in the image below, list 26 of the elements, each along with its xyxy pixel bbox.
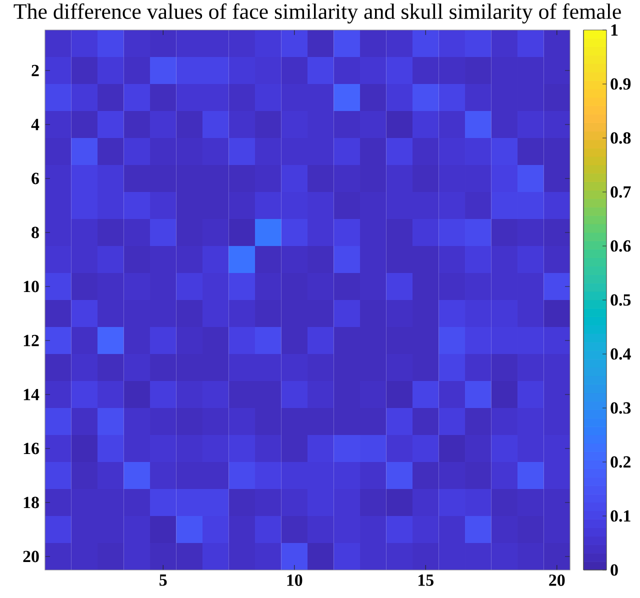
chart-title: The difference values of face similarity and skull similarity of female — [14, 3, 621, 24]
y-tick-label: 12 — [24, 334, 39, 346]
x-tick-label: 5 — [160, 574, 167, 586]
y-tick-label: 6 — [32, 172, 39, 184]
y-tick-label: 10 — [24, 280, 39, 292]
color-bar-label: 0.3 — [610, 402, 631, 414]
color-bar-label: 0.8 — [610, 132, 631, 144]
x-tick-label: 15 — [418, 574, 434, 586]
y-tick-label: 16 — [24, 442, 39, 454]
color-bar-label: 1 — [611, 24, 618, 36]
color-bar-label: 0.2 — [610, 456, 630, 468]
color-bar-label: 0.9 — [610, 78, 631, 90]
color-bar-label: 0.6 — [610, 240, 631, 252]
x-tick-label: 10 — [287, 574, 302, 586]
color-bar-label: 0.7 — [610, 186, 631, 198]
color-bar-label: 0.5 — [610, 294, 631, 306]
color-bar-label: 0.4 — [610, 348, 631, 360]
y-tick-label: 20 — [23, 550, 39, 562]
color-bar-label: 0 — [610, 564, 618, 576]
y-tick-label: 4 — [31, 118, 40, 130]
x-tick-label: 20 — [549, 574, 565, 586]
y-tick-label: 2 — [32, 64, 39, 76]
y-tick-label: 14 — [24, 388, 40, 400]
y-tick-label: 8 — [32, 226, 39, 238]
y-tick-label: 18 — [24, 496, 39, 508]
color-bar-label: 0.1 — [610, 510, 630, 522]
